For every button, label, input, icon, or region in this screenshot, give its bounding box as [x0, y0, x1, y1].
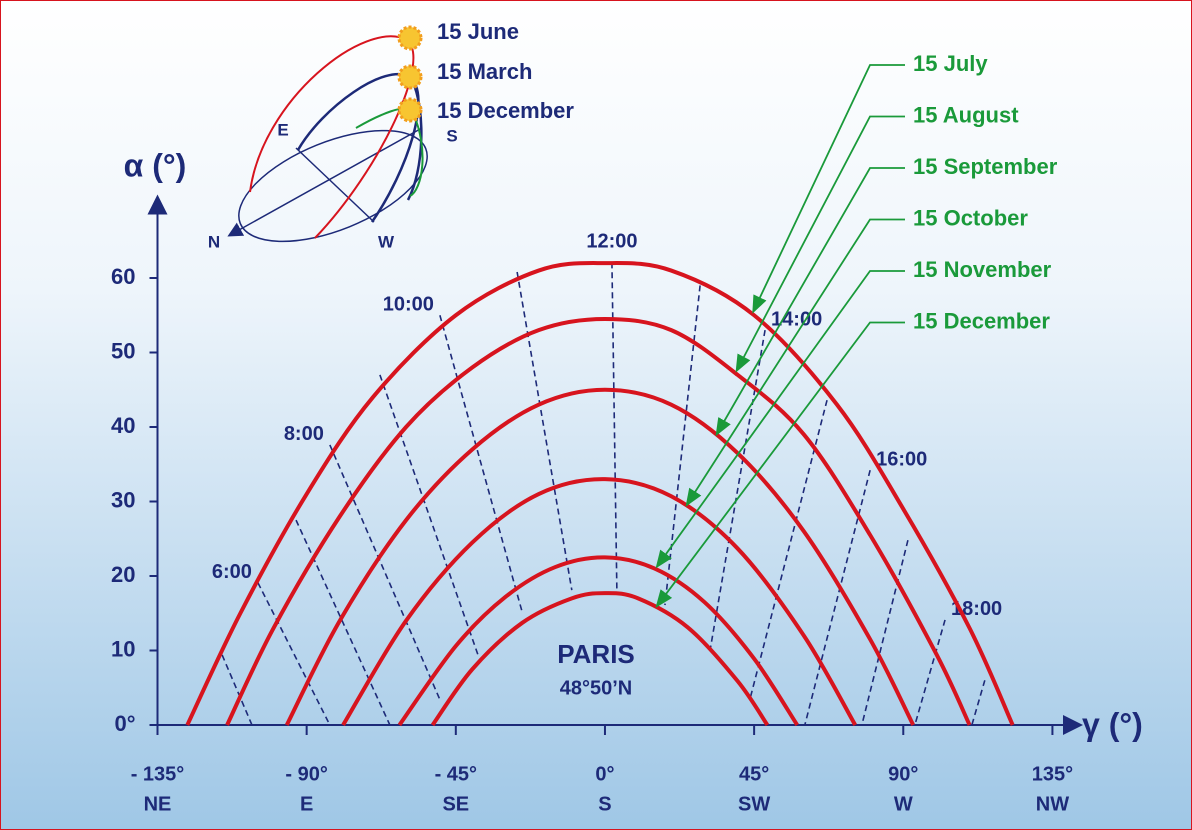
- y-tick-label: 0°: [114, 711, 135, 736]
- hour-line: [971, 680, 986, 726]
- sun-path: [284, 387, 916, 726]
- month-label: 15 August: [913, 102, 1019, 127]
- x-tick-direction: SE: [442, 793, 469, 815]
- sun: [397, 64, 423, 90]
- hour-label: 12:00: [586, 231, 637, 253]
- y-axis-label: α (°): [124, 147, 187, 183]
- hour-line: [257, 582, 331, 726]
- city: PARIS: [557, 639, 635, 669]
- sun-path: [341, 477, 857, 727]
- month-label: 15 July: [913, 51, 988, 76]
- direction-label: N: [208, 232, 220, 251]
- x-tick-label: - 90°: [285, 763, 327, 785]
- y-tick-label: 40: [111, 413, 135, 438]
- month-label: 15 December: [913, 308, 1050, 333]
- x-tick-direction: SW: [738, 793, 770, 815]
- hour-line: [709, 330, 766, 651]
- hour-line: [914, 619, 946, 726]
- month-arrow: [685, 218, 905, 507]
- hour-label: 8:00: [284, 423, 324, 445]
- hour-label: 16:00: [876, 448, 927, 470]
- x-tick-label: 45°: [739, 763, 769, 785]
- direction-label: E: [277, 120, 288, 139]
- season-label: 15 March: [437, 59, 532, 84]
- month-label: 15 September: [913, 154, 1058, 179]
- n-s-axis: [227, 127, 423, 237]
- hour-line: [749, 399, 828, 700]
- x-tick-label: - 135°: [131, 763, 185, 785]
- sun-path: [225, 316, 972, 726]
- sun-path: [397, 555, 799, 727]
- season-label: 15 June: [437, 19, 519, 44]
- hour-line: [611, 262, 618, 592]
- x-tick-label: 135°: [1032, 763, 1073, 785]
- direction-label: S: [446, 126, 457, 145]
- month-label: 15 October: [913, 205, 1028, 230]
- season-label: 15 December: [437, 98, 574, 123]
- y-tick-label: 10: [111, 636, 135, 661]
- month-arrow: [735, 115, 905, 373]
- latitude: 48°50’N: [560, 677, 633, 699]
- month-arrow: [655, 321, 905, 608]
- y-tick-label: 60: [111, 264, 135, 289]
- sun-path: [185, 261, 1015, 726]
- hour-line: [861, 540, 909, 726]
- x-tick-label: 90°: [888, 763, 918, 785]
- y-tick-label: 50: [111, 338, 135, 363]
- hour-line: [221, 654, 253, 726]
- month-label: 15 November: [913, 257, 1052, 282]
- inset: 15 June 15 March 15 December E S N W: [208, 19, 575, 252]
- direction-label: W: [378, 232, 395, 251]
- x-axis-label: γ (°): [1082, 706, 1143, 742]
- x-tick-direction: E: [300, 793, 313, 815]
- sun: [397, 97, 423, 123]
- x-tick-direction: NE: [144, 793, 172, 815]
- hour-line: [295, 519, 391, 726]
- e-w-axis: [295, 147, 375, 223]
- x-tick-direction: NW: [1036, 793, 1069, 815]
- month-arrow: [752, 64, 905, 314]
- hour-label: 10:00: [383, 294, 434, 316]
- hour-line: [804, 470, 871, 726]
- hour-line: [439, 315, 523, 612]
- x-tick-direction: W: [894, 793, 913, 815]
- sun-path: [430, 591, 770, 727]
- x-tick-label: - 45°: [435, 763, 477, 785]
- month-arrow: [655, 270, 905, 569]
- y-tick-label: 30: [111, 487, 135, 512]
- y-tick-label: 20: [111, 562, 135, 587]
- x-tick-direction: S: [598, 793, 611, 815]
- x-tick-label: 0°: [595, 763, 614, 785]
- sun: [397, 25, 423, 51]
- hour-label: 6:00: [212, 561, 252, 583]
- month-arrow: [715, 167, 905, 437]
